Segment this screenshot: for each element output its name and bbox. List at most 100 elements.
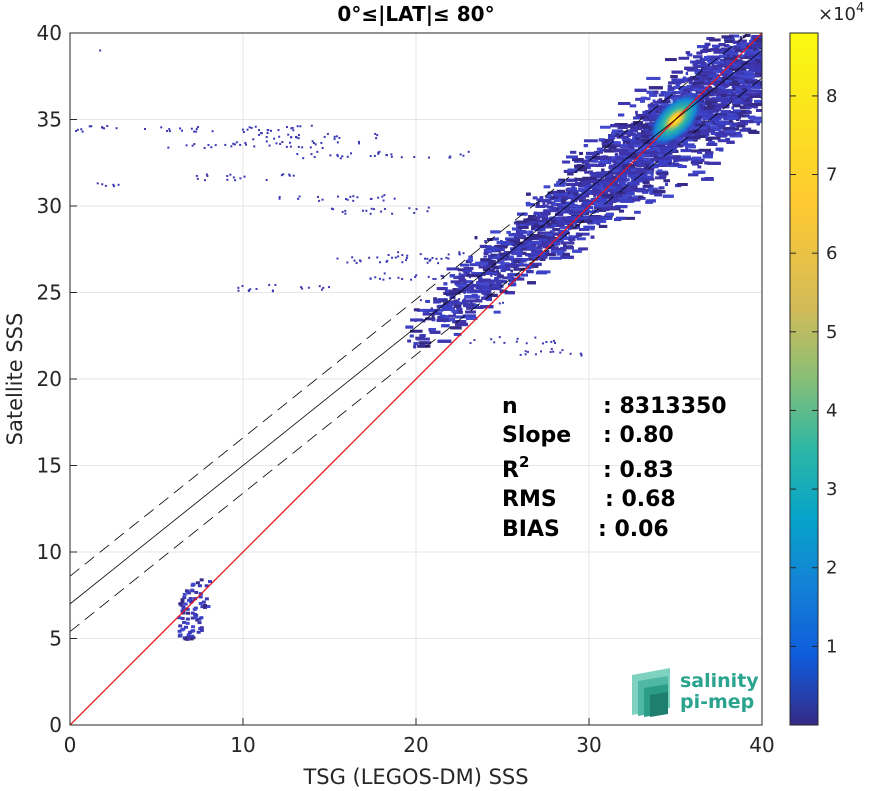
density-cell (557, 204, 563, 208)
density-cell (721, 101, 728, 105)
density-cell (577, 210, 586, 214)
density-cell (701, 76, 708, 80)
density-cell (659, 100, 671, 104)
density-cell (480, 282, 495, 286)
density-cell (483, 263, 487, 267)
density-cell (649, 116, 657, 120)
density-cell (743, 103, 756, 107)
density-cell (705, 125, 719, 129)
density-cell (486, 250, 492, 254)
density-cell (463, 267, 474, 271)
density-cell (579, 187, 591, 191)
density-cell (722, 99, 732, 103)
density-cell (637, 141, 645, 145)
density-cell (441, 307, 455, 311)
density-cell (592, 159, 599, 163)
density-cell (582, 161, 585, 165)
density-cell (740, 90, 748, 94)
density-cell (483, 293, 490, 297)
density-cell (736, 64, 751, 68)
density-cell (535, 204, 546, 208)
density-cell (761, 72, 762, 76)
density-cell (462, 314, 476, 318)
density-cell (704, 161, 709, 165)
density-cell (612, 194, 624, 198)
density-cell (528, 215, 537, 219)
density-cell (559, 236, 574, 240)
density-cell (641, 134, 655, 138)
density-cell (571, 192, 578, 196)
density-cell (438, 304, 453, 308)
density-cell (741, 75, 756, 79)
density-cell (482, 287, 488, 291)
density-cell (688, 80, 693, 84)
density-cell (615, 205, 628, 209)
density-cell (456, 308, 463, 312)
density-cell (617, 162, 630, 166)
density-cell (634, 88, 647, 92)
density-cell (687, 173, 699, 177)
density-cell (577, 177, 585, 181)
density-cell (545, 233, 553, 237)
density-cell (628, 174, 642, 178)
density-cell (657, 162, 669, 166)
density-cell (452, 288, 457, 292)
density-cell (667, 81, 682, 85)
density-cell (561, 192, 573, 196)
density-cell (648, 86, 663, 90)
density-cell (648, 165, 659, 169)
density-cell (621, 137, 631, 141)
density-cell (759, 83, 762, 87)
density-cell (727, 93, 735, 97)
density-cell (696, 51, 703, 55)
density-cell (646, 116, 649, 120)
density-cell (542, 219, 547, 223)
density-cell (632, 121, 643, 125)
density-cell (552, 228, 561, 232)
density-cell (599, 125, 611, 129)
density-cell (539, 196, 544, 200)
density-cell (592, 155, 600, 159)
density-cell (504, 291, 515, 295)
density-cell (618, 164, 623, 168)
density-cell (430, 307, 433, 311)
density-cell (608, 134, 619, 138)
density-cell (708, 60, 721, 64)
density-cell (552, 192, 561, 196)
density-cell (723, 38, 736, 42)
density-cell (462, 299, 471, 303)
density-cell (643, 127, 649, 131)
density-cell (610, 124, 620, 128)
density-cell (750, 103, 762, 107)
density-cell (614, 152, 618, 156)
density-cell (756, 60, 761, 64)
density-cell (732, 113, 738, 117)
density-cell (718, 60, 725, 64)
density-cell (694, 134, 706, 138)
density-cell (590, 210, 596, 214)
density-cell (761, 51, 762, 55)
density-cell (716, 49, 725, 53)
density-cell (687, 53, 693, 57)
density-cell (679, 79, 683, 83)
density-cell (577, 184, 588, 188)
density-cell (719, 122, 730, 126)
density-cell (609, 144, 623, 148)
density-cell (508, 233, 518, 237)
density-heatmap (75, 33, 762, 641)
density-cell (740, 55, 752, 59)
density-cell (761, 72, 762, 76)
density-cell (651, 147, 663, 151)
density-cell (600, 159, 608, 163)
density-cell (516, 238, 521, 242)
density-cell (431, 318, 436, 322)
density-cell (710, 131, 719, 135)
density-cell (562, 253, 570, 257)
density-cell (510, 269, 513, 273)
density-cell (570, 213, 584, 217)
density-cell (638, 147, 646, 151)
density-cell (489, 283, 493, 287)
density-cell (547, 191, 556, 195)
density-cell (740, 106, 746, 110)
density-cell (466, 284, 479, 288)
